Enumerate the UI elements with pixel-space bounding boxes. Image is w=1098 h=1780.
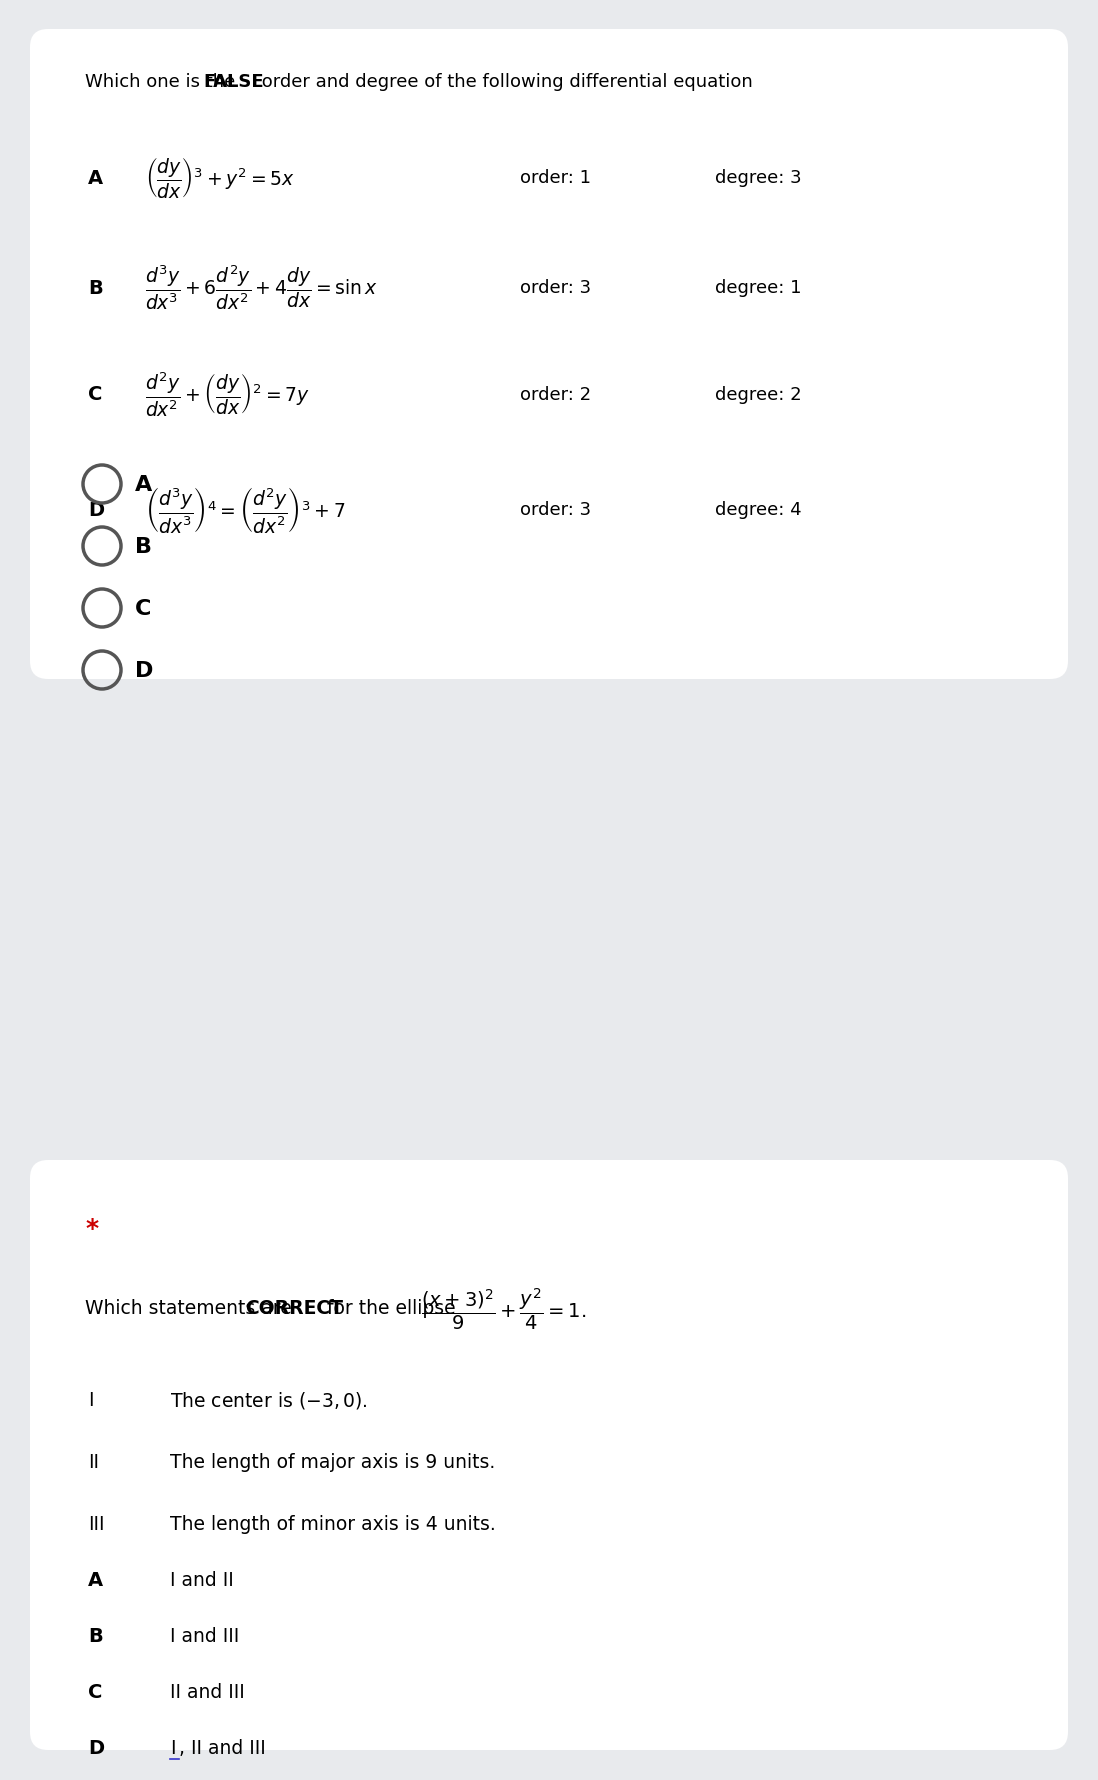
Text: Which one is the: Which one is the [85,73,240,91]
Text: for the ellipse: for the ellipse [321,1299,461,1317]
Text: $\dfrac{(x+3)^{2}}{9}+\dfrac{y^{2}}{4}=1.$: $\dfrac{(x+3)^{2}}{9}+\dfrac{y^{2}}{4}=1… [421,1285,586,1331]
Text: $\dfrac{d^{3}y}{dx^{3}}+6\dfrac{d^{2}y}{dx^{2}}+4\dfrac{dy}{dx}=\sin x$: $\dfrac{d^{3}y}{dx^{3}}+6\dfrac{d^{2}y}{… [145,263,378,312]
Text: FALSE: FALSE [203,73,264,91]
Text: The length of major axis is 9 units.: The length of major axis is 9 units. [170,1452,495,1472]
FancyBboxPatch shape [30,1161,1068,1750]
Text: D: D [88,1739,104,1757]
Text: degree: 2: degree: 2 [715,386,802,404]
Text: order: 1: order: 1 [520,169,591,187]
Text: Which statements are: Which statements are [85,1299,298,1317]
Text: II: II [88,1452,99,1472]
Text: order and degree of the following differential equation: order and degree of the following differ… [256,73,753,91]
Text: The length of minor axis is 4 units.: The length of minor axis is 4 units. [170,1515,496,1534]
Text: C: C [135,598,152,619]
Text: I: I [170,1739,176,1757]
Text: order: 3: order: 3 [520,500,591,518]
Text: A: A [88,1570,103,1590]
FancyBboxPatch shape [30,30,1068,680]
Text: A: A [88,169,103,187]
Text: degree: 3: degree: 3 [715,169,802,187]
Text: $\left(\dfrac{dy}{dx}\right)^{3}+y^{2}=5x$: $\left(\dfrac{dy}{dx}\right)^{3}+y^{2}=5… [145,155,294,201]
Text: , II and III: , II and III [179,1739,266,1757]
Text: CORRECT: CORRECT [245,1299,343,1317]
Text: The center is $(-3,0)$.: The center is $(-3,0)$. [170,1390,368,1412]
Text: C: C [88,1682,102,1702]
Text: B: B [88,278,103,297]
Text: I and III: I and III [170,1627,239,1645]
Text: I: I [88,1390,93,1410]
Text: C: C [88,384,102,404]
Text: B: B [88,1627,103,1645]
Text: II and III: II and III [170,1682,245,1702]
Text: D: D [88,500,104,520]
Text: $\dfrac{d^{2}y}{dx^{2}}+\left(\dfrac{dy}{dx}\right)^{2}=7y$: $\dfrac{d^{2}y}{dx^{2}}+\left(\dfrac{dy}… [145,370,310,420]
Text: $\left(\dfrac{d^{3}y}{dx^{3}}\right)^{4}=\left(\dfrac{d^{2}y}{dx^{2}}\right)^{3}: $\left(\dfrac{d^{3}y}{dx^{3}}\right)^{4}… [145,484,346,534]
Text: degree: 4: degree: 4 [715,500,802,518]
Text: *: * [85,1216,98,1241]
Text: order: 2: order: 2 [520,386,591,404]
Text: III: III [88,1515,104,1534]
Text: I and II: I and II [170,1570,234,1590]
Text: A: A [135,475,153,495]
Text: degree: 1: degree: 1 [715,279,802,297]
Text: order: 3: order: 3 [520,279,591,297]
Text: B: B [135,538,152,557]
Text: D: D [135,660,154,680]
